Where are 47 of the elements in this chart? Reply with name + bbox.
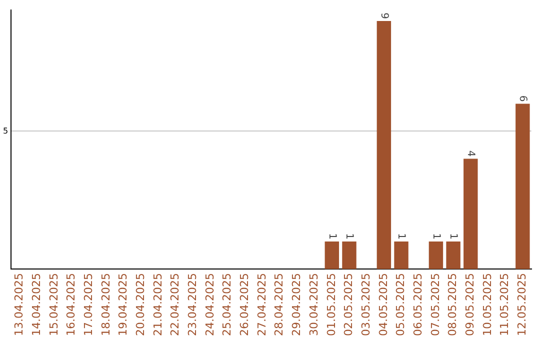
x-tick-label: 24.04.2025: [203, 273, 216, 336]
x-tick-label: 02.05.2025: [342, 273, 356, 336]
x-tick-label: 25.04.2025: [220, 273, 234, 336]
x-tick-label: 21.04.2025: [151, 273, 164, 336]
x-tick-label: 10.05.2025: [480, 273, 494, 336]
bar: [376, 21, 392, 270]
bar: [428, 241, 444, 270]
bar: [446, 241, 460, 270]
x-tick-label: 09.05.2025: [464, 273, 476, 336]
bar: [324, 241, 340, 270]
x-tick-label: 27.04.2025: [255, 273, 268, 336]
x-tick-label: 05.05.2025: [394, 273, 408, 336]
x-tick-label: 19.04.2025: [116, 273, 130, 336]
x-tick-label: 04.05.2025: [376, 273, 390, 336]
x-tick-label: 18.04.2025: [99, 273, 112, 336]
bar: [342, 241, 356, 270]
data-label: 1: [396, 233, 407, 240]
x-tick-label: 22.04.2025: [168, 273, 182, 336]
x-tick-label: 03.05.2025: [359, 273, 372, 336]
x-tick-label: 11.05.2025: [498, 273, 512, 336]
data-label: 9: [378, 12, 390, 20]
x-tick-label: 28.04.2025: [272, 273, 286, 336]
x-tick-label: 20.04.2025: [134, 273, 148, 336]
bar: [464, 158, 478, 270]
x-tick-label: 14.04.2025: [30, 273, 43, 336]
data-label: 1: [448, 233, 459, 240]
data-label: 6: [517, 95, 528, 102]
x-tick-label: 13.04.2025: [12, 273, 26, 336]
data-label: 1: [430, 233, 442, 240]
data-label: 1: [344, 233, 355, 240]
bar: [516, 104, 530, 270]
bar: [394, 241, 408, 270]
x-tick-label: 29.04.2025: [290, 273, 304, 336]
x-tick-label: 23.04.2025: [186, 273, 200, 336]
y-tick-label: 5: [2, 126, 8, 136]
x-tick-label: 15.04.2025: [47, 273, 60, 336]
x-tick-label: 01.05.2025: [324, 273, 338, 336]
data-label: 1: [326, 233, 338, 240]
x-tick-label: 07.05.2025: [428, 273, 442, 336]
x-tick-label: 08.05.2025: [446, 273, 460, 336]
x-tick-label: 16.04.2025: [64, 273, 78, 336]
x-tick-label: 26.04.2025: [238, 273, 252, 336]
x-tick-label: 06.05.2025: [411, 273, 424, 336]
x-tick-label: 12.05.2025: [516, 273, 529, 336]
x-tick-label: 17.04.2025: [82, 273, 95, 336]
x-tick-label: 30.04.2025: [307, 273, 320, 336]
data-label: 4: [465, 150, 476, 157]
